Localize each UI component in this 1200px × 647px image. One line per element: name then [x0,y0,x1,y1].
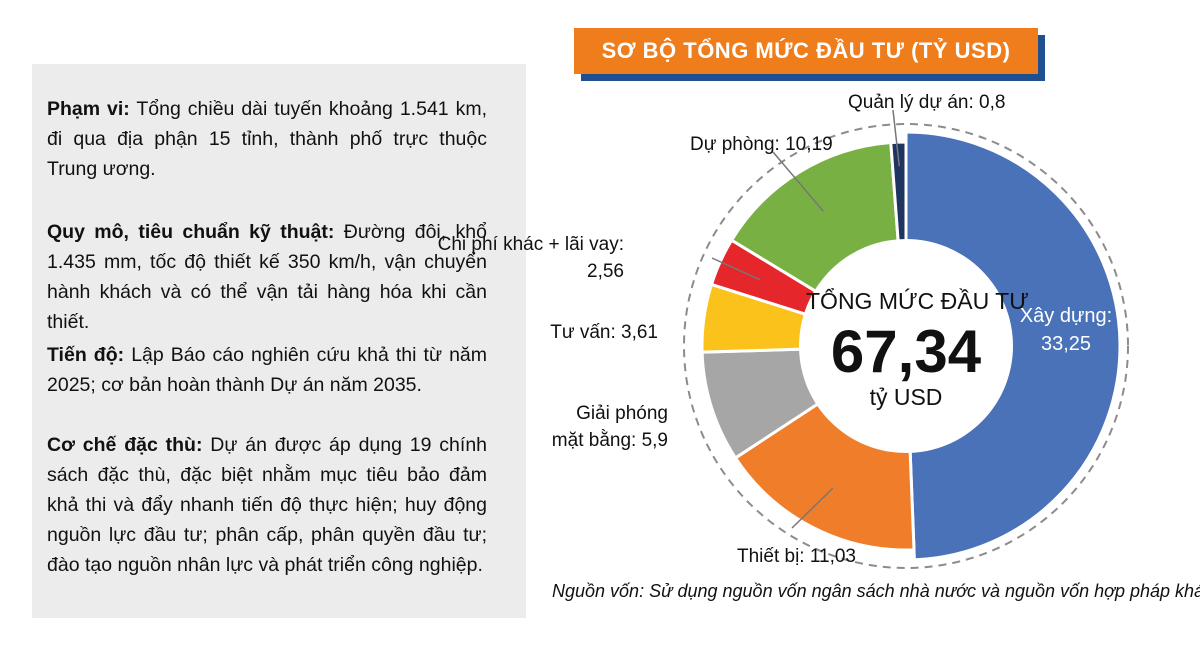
slice-labels: Thiết bị: 11,03 Giải phóng mặt bằng: 5,9 Tư… [438,92,1006,567]
slice-label-tu-van-line1: Tư vấn: 3,61 [550,322,658,343]
slice-label-quan-ly-du-an: Quản lý dự án: 0,8 [848,92,1005,113]
leader-lines [711,109,901,529]
donut-hole [799,239,1013,453]
leader-line-thiet-bi [791,487,834,529]
schedule-label: Tiến độ: [47,344,125,366]
slice-label-chi-phi-khac: Chi phí khác + lãi vay: 2,56 [438,234,624,282]
leader-line-quan-ly-du-an [892,109,901,167]
center-total-unit: tỷ USD [869,384,943,410]
slice-label-giai-phong-mat-bang-line1: Giải phóng [576,403,668,424]
dashed-ring [683,123,1129,569]
slice-label-chi-phi-khac-line1: Chi phí khác + lãi vay: [438,234,624,255]
scope-text: Tổng chiều dài tuyến khoảng 1.541 km, đi… [47,98,487,180]
special-mechanism-text: Dự án được áp dụng 19 chính sách đặc thù… [47,434,488,576]
slice-label-giai-phong-mat-bang-line2: mặt bằng: 5,9 [552,429,668,451]
center-total: TỔNG MỨC ĐẦU TƯ 67,34 tỷ USD [806,288,1029,410]
slice-label-chi-phi-khac-line2: 2,56 [587,261,624,282]
special-mechanism-block: Cơ chế đặc thù: Dự án được áp dụng 19 ch… [47,430,487,580]
scale-text: Đường đôi, khổ 1.435 mm, tốc độ thiết kế… [47,221,487,333]
leader-line-chi-phi-khac [711,257,761,281]
scope-block: Phạm vi: Tổng chiều dài tuyến khoảng 1.5… [47,94,487,184]
slice-label-xay-dung-line2: 33,25 [1040,333,1092,355]
slice-label-du-phong-line1: Dự phòng: 10,19 [690,134,833,155]
center-total-value: 67,34 [830,318,982,385]
center-total-title: TỔNG MỨC ĐẦU TƯ [806,288,1029,314]
special-mechanism-label: Cơ chế đặc thù: [47,434,203,456]
chart-title: SƠ BỘ TỔNG MỨC ĐẦU TƯ (TỶ USD) [601,38,1011,63]
title-banner-box: SƠ BỘ TỔNG MỨC ĐẦU TƯ (TỶ USD) [574,28,1038,74]
slice-label-thiet-bi: Thiết bị: 11,03 [737,546,856,567]
schedule-text: Lập Báo cáo nghiên cứu khả thi từ năm 20… [47,344,487,396]
slice-label-giai-phong-mat-bang: Giải phóng mặt bằng: 5,9 [552,403,668,451]
scale-label: Quy mô, tiêu chuẩn kỹ thuật: [47,221,335,243]
slice-label-thiet-bi-line1: Thiết bị: 11,03 [737,546,856,567]
scope-label: Phạm vi: [47,98,130,120]
leader-line-du-phong [772,151,824,212]
chart-title-banner: SƠ BỘ TỔNG MỨC ĐẦU TƯ (TỶ USD) [574,28,1045,81]
slice-label-xay-dung: Xây dựng: 33,25 [1011,302,1121,358]
funding-source-note: Nguồn vốn: Sử dụng nguồn vốn ngân sách n… [552,581,1200,601]
slice-label-tu-van: Tư vấn: 3,61 [550,322,658,343]
slice-label-quan-ly-du-an-line1: Quản lý dự án: 0,8 [848,92,1005,113]
schedule-block: Tiến độ: Lập Báo cáo nghiên cứu khả thi … [47,340,487,400]
slice-label-xay-dung-line1: Xây dựng: [1019,305,1113,327]
slice-label-du-phong: Dự phòng: 10,19 [690,134,833,155]
scale-block: Quy mô, tiêu chuẩn kỹ thuật: Đường đôi, … [47,217,487,337]
info-panel: Phạm vi: Tổng chiều dài tuyến khoảng 1.5… [32,64,526,618]
